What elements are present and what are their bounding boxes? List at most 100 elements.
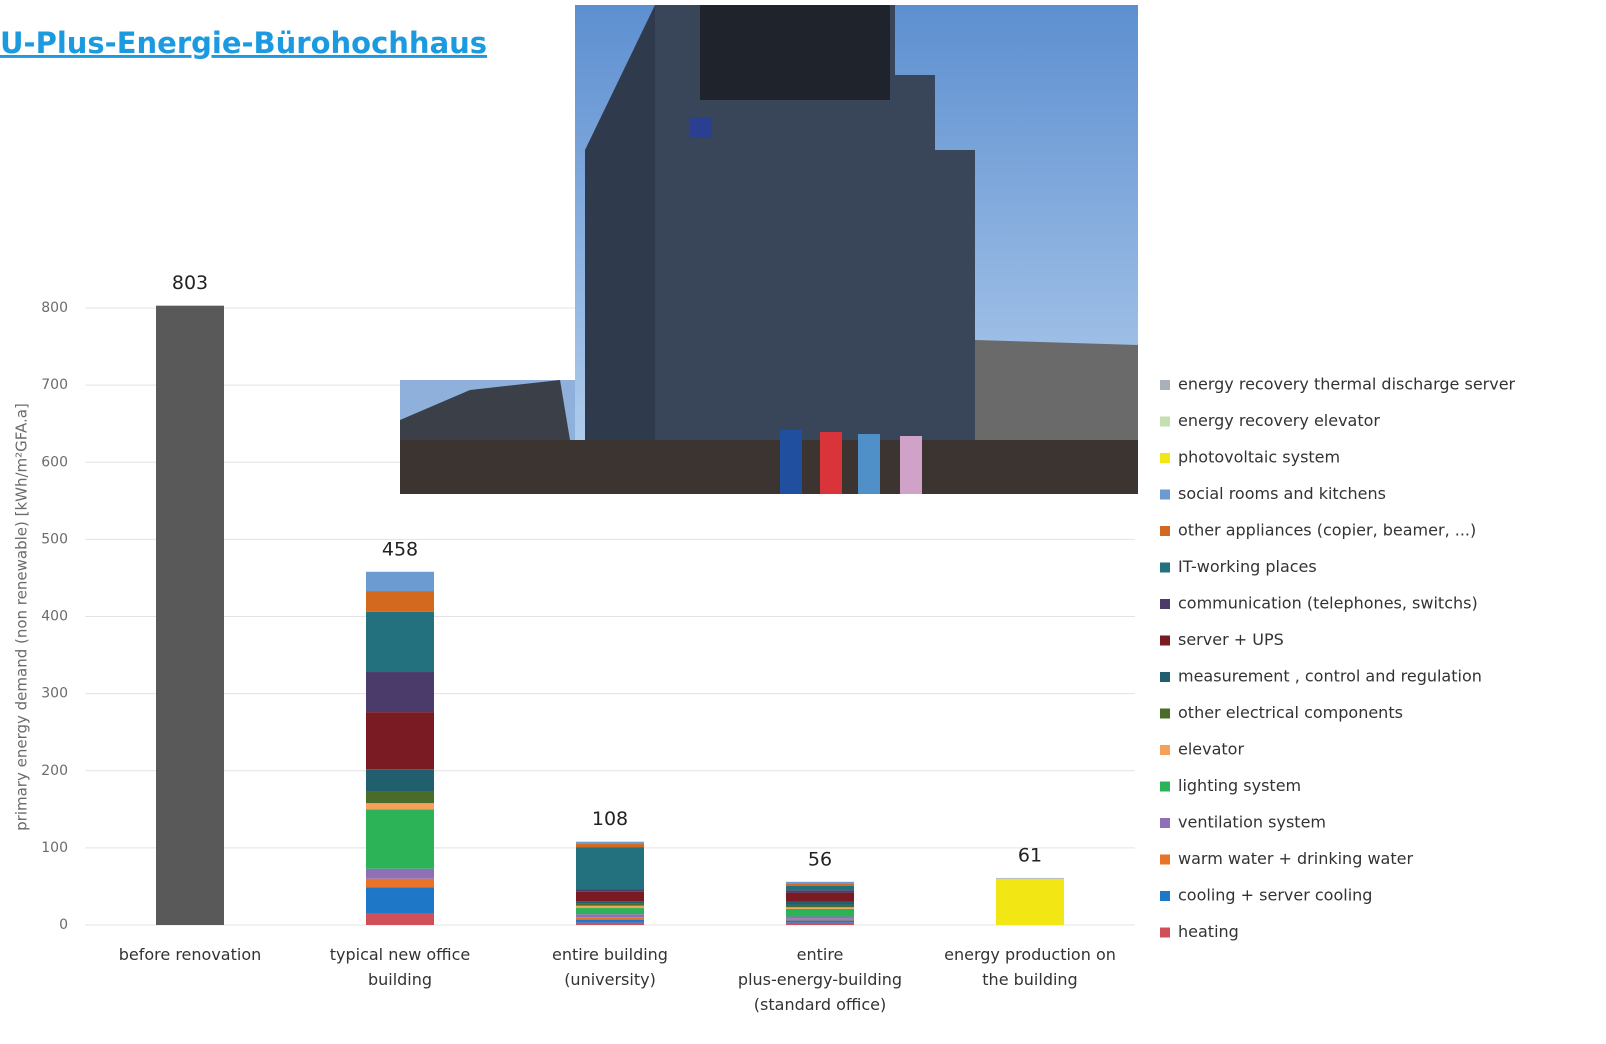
legend: energy recovery thermal discharge server… — [1160, 375, 1516, 941]
legend-label: lighting system — [1178, 776, 1301, 795]
legend-label: heating — [1178, 922, 1239, 941]
legend-swatch — [1160, 526, 1170, 536]
bar-segment — [786, 918, 854, 921]
legend-label: energy recovery elevator — [1178, 411, 1380, 430]
bar-segment — [366, 913, 434, 925]
y-tick-label: 100 — [41, 840, 68, 856]
bars: 803 before renovation 458 typical new offic… — [119, 272, 1116, 1013]
bar-segment — [366, 611, 434, 673]
legend-swatch — [1160, 380, 1170, 390]
flag — [900, 436, 922, 494]
tower-side — [585, 5, 655, 470]
bar-segment — [576, 914, 644, 918]
bar-segment — [576, 847, 644, 890]
legend-label: other appliances (copier, beamer, ...) — [1178, 521, 1476, 540]
legend-swatch — [1160, 416, 1170, 427]
bar-segment — [786, 890, 854, 893]
legend-swatch — [1160, 891, 1170, 901]
bar-segment — [786, 904, 854, 908]
bar-segment — [996, 879, 1064, 925]
legend-label: communication (telephones, switchs) — [1178, 594, 1478, 613]
y-tick-label: 200 — [41, 763, 68, 779]
y-tick-label: 800 — [41, 300, 68, 316]
bar-segment — [366, 591, 434, 612]
x-tick-label: entire building (university) — [552, 945, 668, 989]
bar-segment — [786, 908, 854, 917]
bar-segment — [576, 922, 644, 925]
bar-segment — [366, 791, 434, 804]
legend-swatch — [1160, 489, 1170, 500]
legend-label: cooling + server cooling — [1178, 886, 1372, 905]
street — [400, 440, 1138, 494]
total-label: 458 — [382, 538, 418, 560]
legend-swatch — [1160, 818, 1170, 828]
bar-segment — [996, 877, 1064, 879]
bar-segment — [576, 901, 644, 904]
bar-segment — [786, 916, 854, 919]
bar-segment — [366, 803, 434, 810]
bar-segment — [786, 885, 854, 891]
flag — [820, 432, 842, 494]
legend-swatch — [1160, 453, 1170, 463]
bar-segment — [366, 769, 434, 792]
bar-segment — [786, 907, 854, 909]
bar-segment — [576, 905, 644, 909]
flag — [858, 434, 880, 494]
logo — [690, 118, 712, 138]
legend-swatch — [1160, 599, 1170, 609]
bar-segment — [366, 868, 434, 879]
x-tick-label: entire plus-energy-building (standard offi… — [738, 945, 902, 1014]
bar-segment — [366, 712, 434, 770]
x-tick-label: before renovation — [119, 945, 262, 964]
legend-label: energy recovery thermal discharge server — [1178, 375, 1516, 394]
flag — [780, 430, 802, 494]
legend-label: social rooms and kitchens — [1178, 484, 1386, 503]
legend-label: server + UPS — [1178, 630, 1284, 649]
y-axis-label: primary energy demand (non renewable) [k… — [13, 403, 31, 831]
legend-swatch — [1160, 672, 1170, 682]
title: U-Plus-Energie-Bürohochhaus — [0, 26, 487, 60]
y-tick-label: 300 — [41, 686, 68, 702]
bar-segment — [366, 878, 434, 888]
y-tick-label: 0 — [59, 917, 68, 933]
y-tick-label: 500 — [41, 531, 68, 547]
total-label: 108 — [592, 808, 628, 830]
bar-segment — [996, 878, 1064, 880]
legend-label: measurement , control and regulation — [1178, 667, 1482, 686]
bar-segment — [576, 844, 644, 848]
photo — [400, 5, 1138, 494]
legend-swatch — [1160, 708, 1170, 719]
bar-segment — [786, 883, 854, 886]
legend-swatch — [1160, 781, 1170, 792]
bar-segment — [156, 305, 224, 925]
bar-segment — [786, 892, 854, 902]
bar-segment — [576, 889, 644, 892]
bar-segment — [786, 922, 854, 925]
bar-segment — [366, 887, 434, 914]
legend-label: IT-working places — [1178, 557, 1317, 576]
legend-swatch — [1160, 635, 1170, 646]
bar-segment — [786, 920, 854, 923]
x-tick-label: energy production on the building — [944, 945, 1116, 989]
legend-swatch — [1160, 854, 1170, 865]
bar-segment — [786, 901, 854, 905]
y-tick-label: 700 — [41, 377, 68, 393]
legend-label: elevator — [1178, 740, 1244, 759]
legend-swatch — [1160, 562, 1170, 573]
bar-segment — [576, 908, 644, 915]
total-label: 803 — [172, 272, 208, 294]
total-label: 56 — [808, 848, 832, 870]
tower-top — [700, 5, 890, 100]
y-tick-label: 600 — [41, 454, 68, 470]
bar-segment — [576, 919, 644, 923]
y-tick-label: 400 — [41, 609, 68, 625]
bar-segment — [366, 672, 434, 713]
legend-label: photovoltaic system — [1178, 448, 1340, 467]
tower-front — [655, 5, 975, 470]
total-label: 61 — [1018, 844, 1042, 866]
grid: 0 100 200 300 400 500 600 700 800 — [41, 300, 1135, 933]
bar-segment — [576, 891, 644, 902]
bar-segment — [366, 571, 434, 592]
